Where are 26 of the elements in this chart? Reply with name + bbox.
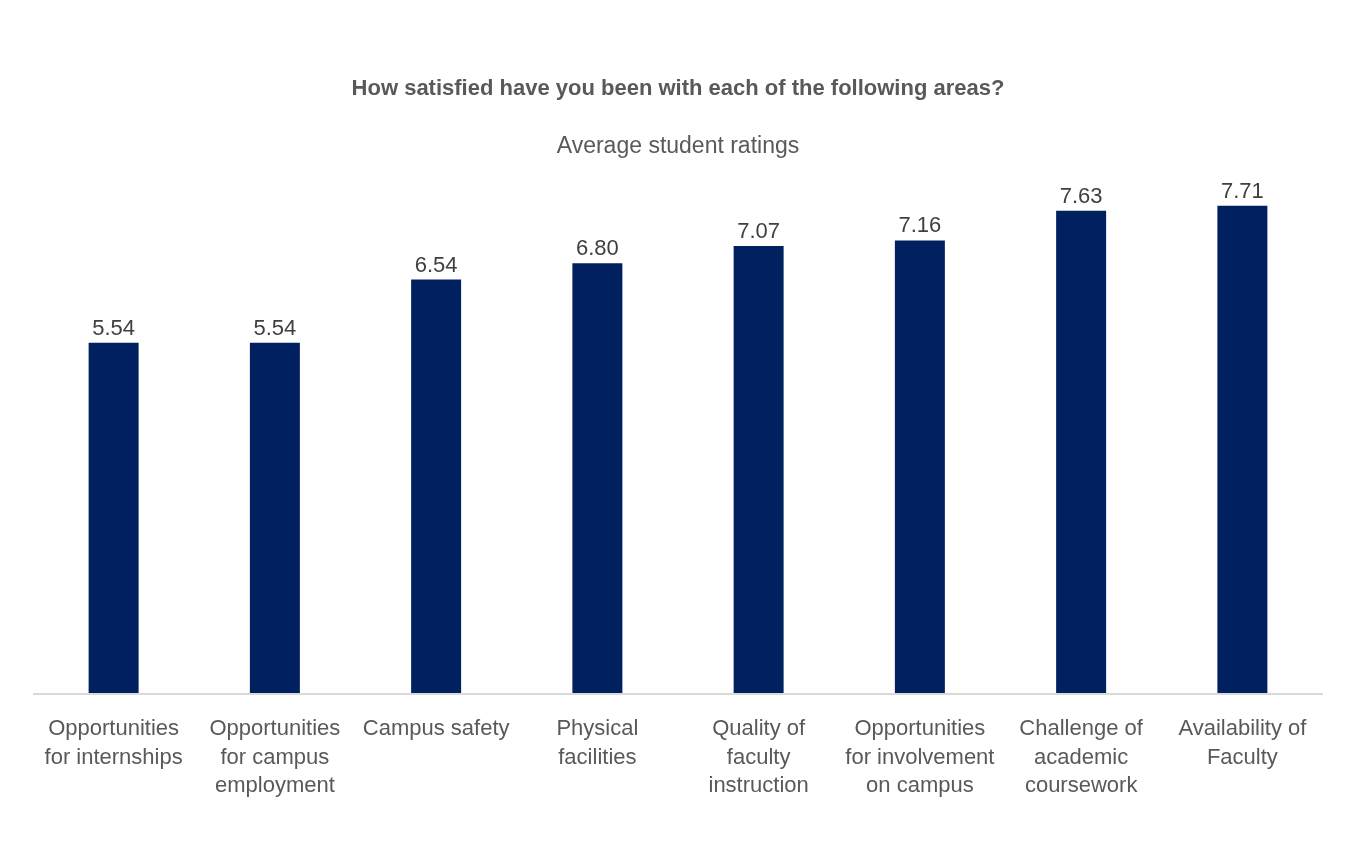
bar: [1056, 210, 1107, 693]
data-label: 5.54: [253, 314, 297, 340]
bar: [411, 279, 462, 693]
bar: [894, 240, 945, 693]
bar: [249, 342, 300, 693]
x-tick-label: Opportunities for internships: [44, 714, 183, 769]
chart-subtitle: Average student ratings: [556, 132, 800, 159]
bar: [88, 342, 139, 693]
x-tick-label: Quality of faculty instruction: [708, 714, 809, 798]
data-label: 6.80: [575, 235, 619, 261]
data-label: 5.54: [92, 314, 136, 340]
data-label: 7.16: [898, 212, 942, 238]
x-tick-label: Campus safety: [362, 714, 510, 740]
data-label: 7.63: [1059, 182, 1103, 208]
bar: [1217, 205, 1268, 693]
x-tick-label: Physical facilities: [556, 714, 639, 769]
data-label: 7.07: [737, 218, 781, 244]
bar: [572, 263, 623, 693]
chart-title: How satisfied have you been with each of the following areas?: [351, 75, 1005, 101]
data-label: 7.71: [1220, 177, 1264, 203]
x-tick-label: Opportunities for campus employment: [209, 714, 341, 798]
bar: [733, 246, 784, 693]
x-tick-label: Challenge of academic coursework: [1019, 714, 1144, 798]
x-tick-label: Opportunities for involvement on campus: [845, 714, 995, 798]
x-tick-label: Availability of Faculty: [1178, 714, 1308, 769]
data-label: 6.54: [414, 251, 458, 277]
